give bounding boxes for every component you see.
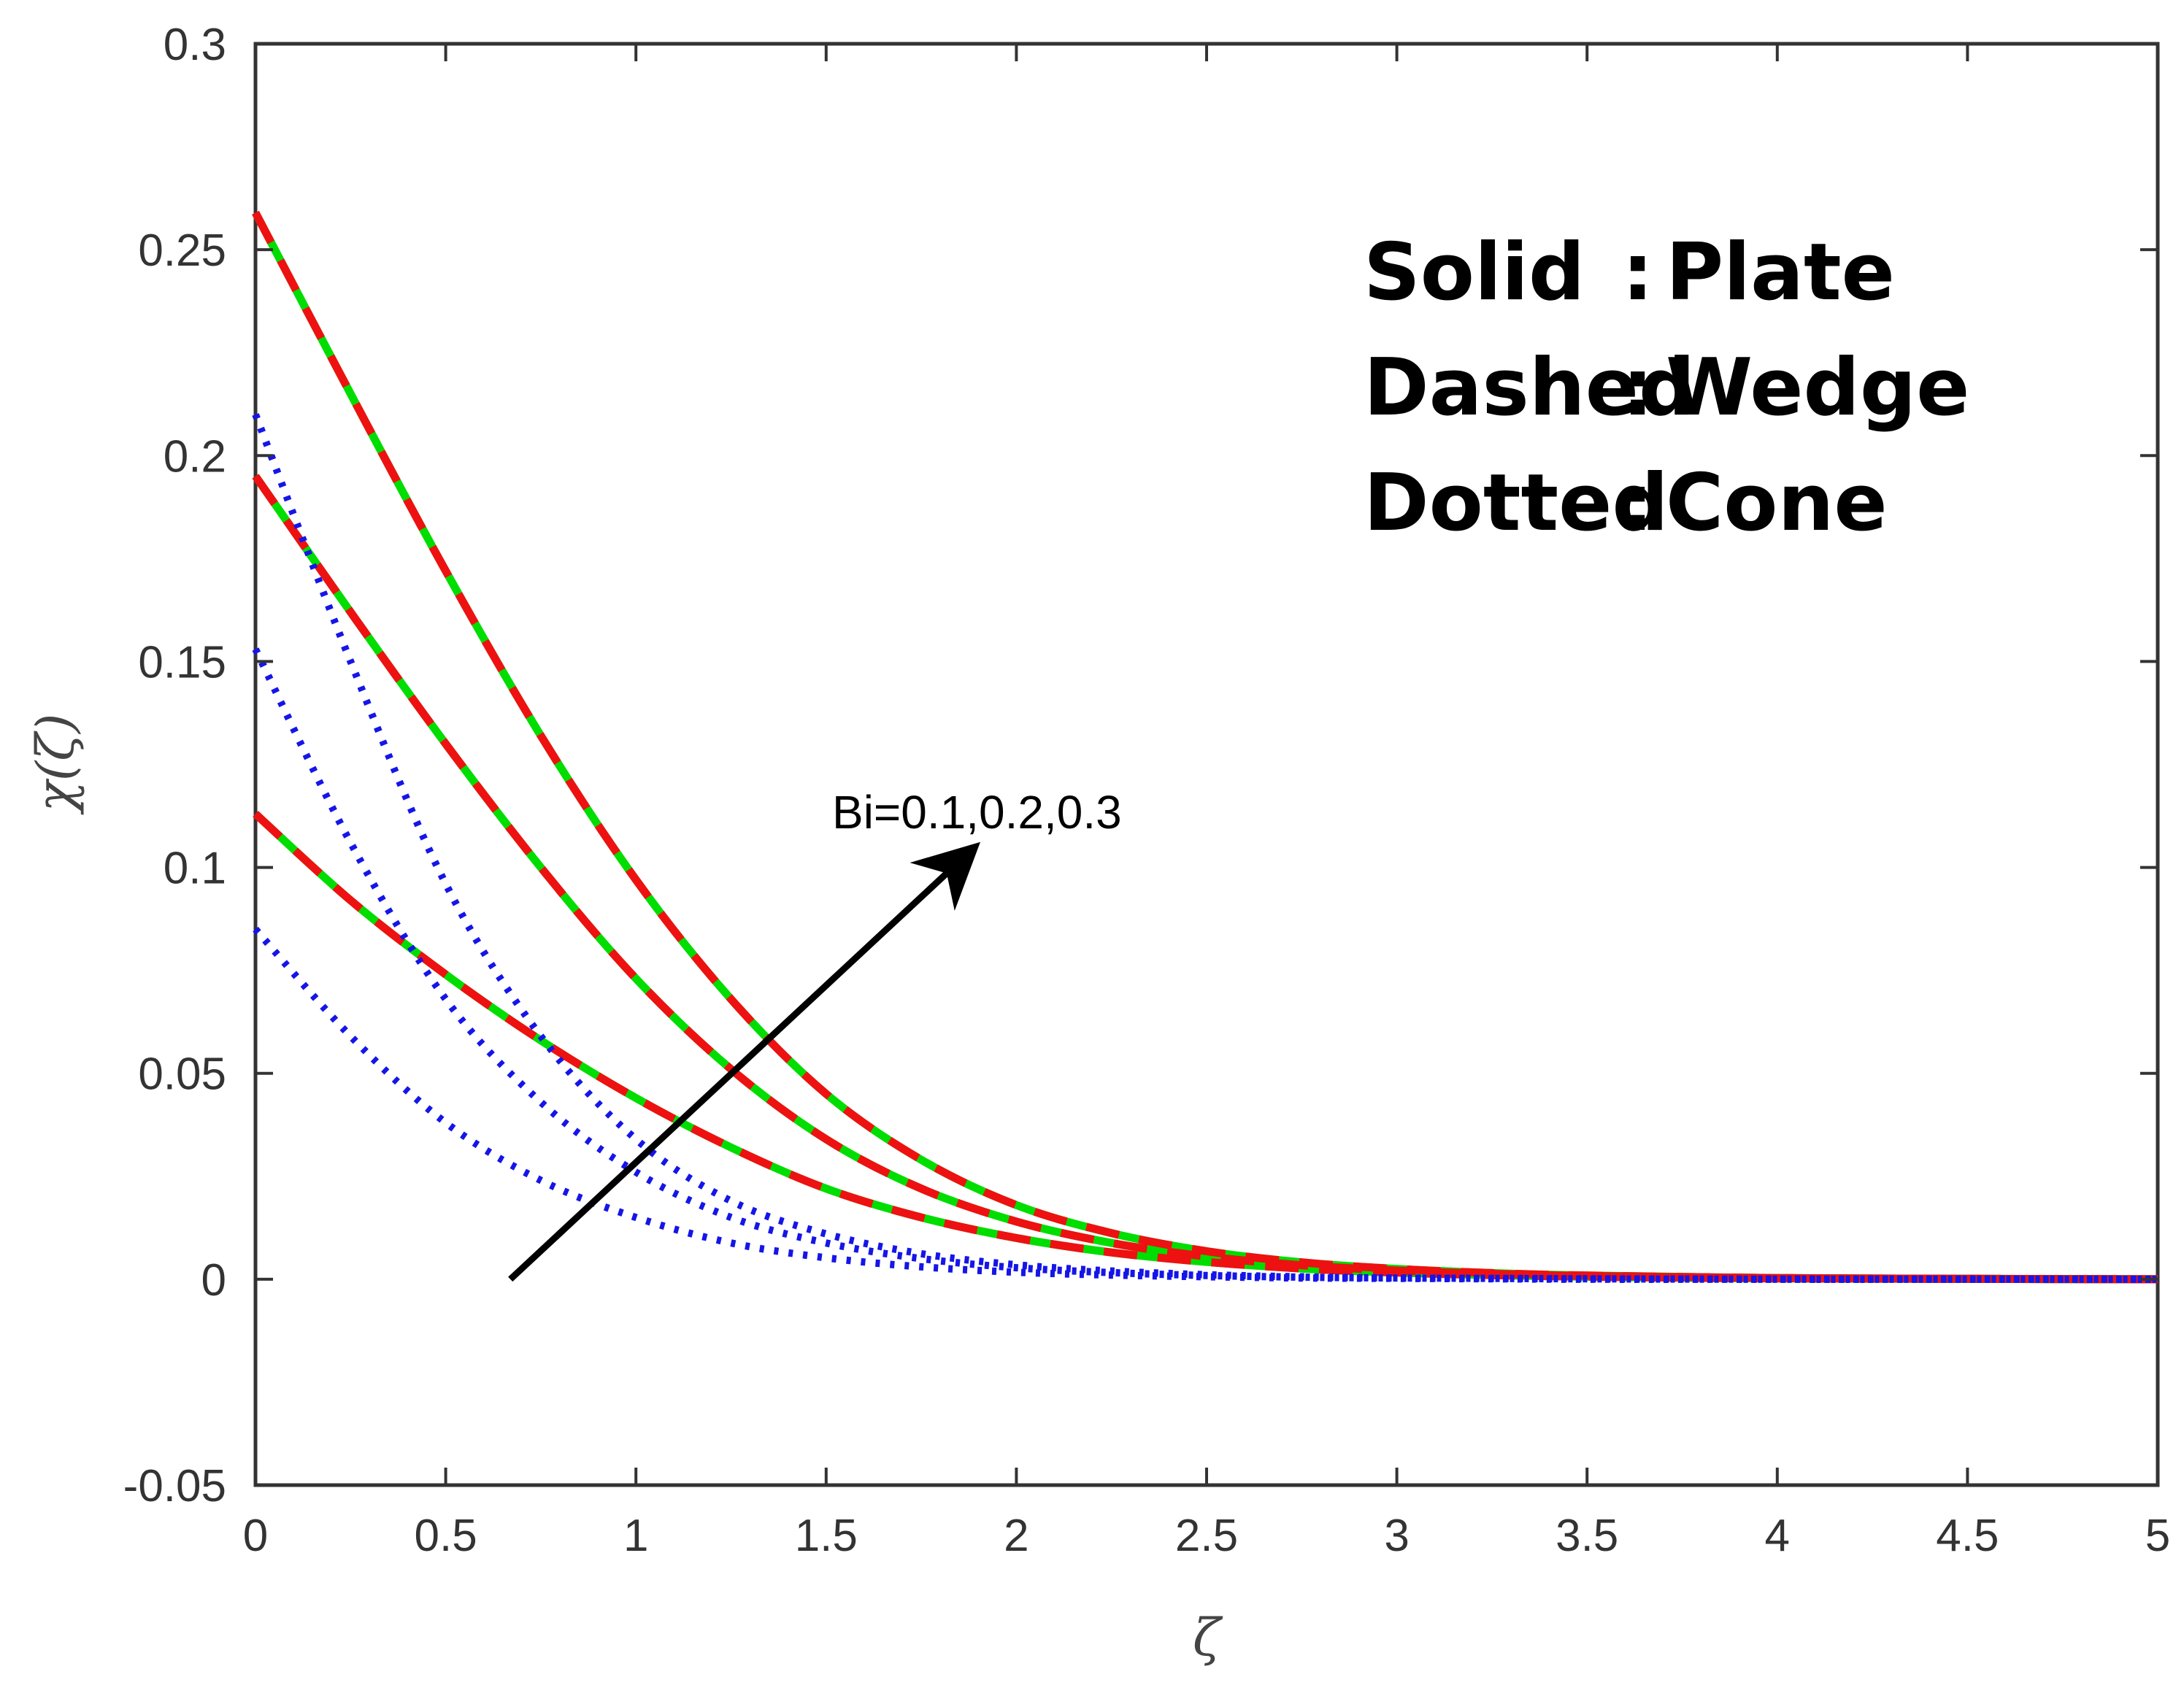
legend-separator-3: :	[1622, 458, 1653, 549]
y-tick-label: 0.05	[138, 1049, 226, 1100]
x-tick-label: 4.5	[1936, 1511, 1999, 1561]
x-tick-label: 2.5	[1175, 1511, 1238, 1561]
y-tick-label: 0.3	[164, 20, 226, 70]
x-tick-label: 1	[623, 1511, 648, 1561]
x-tick-label: 3	[1384, 1511, 1409, 1561]
legend-label-3: Cone	[1666, 458, 1888, 549]
x-tick-label: 5	[2145, 1511, 2170, 1561]
legend-separator-1: :	[1622, 227, 1653, 318]
x-tick-label: 0.5	[414, 1511, 477, 1561]
y-tick-label: 0.15	[138, 637, 226, 687]
y-tick-label: 0.2	[164, 431, 226, 482]
x-tick-label: 1.5	[795, 1511, 858, 1561]
y-tick-label: 0.1	[164, 844, 226, 894]
legend-label-2: Wedge	[1666, 342, 1969, 433]
x-axis-label: ζ	[1193, 1608, 1223, 1668]
series-line-dotted-1	[253, 926, 2158, 1283]
series-layer	[252, 210, 2158, 1284]
legend-style-2: Dashed	[1364, 342, 1695, 433]
x-tick-label: 3.5	[1556, 1511, 1618, 1561]
legend-label-1: Plate	[1666, 227, 1895, 318]
legend-style-3: Dotted	[1364, 458, 1669, 549]
annotation: Bi=0.1,0.2,0.3	[508, 786, 1122, 1282]
x-tick-label: 0	[243, 1511, 268, 1561]
y-axis-label: χ(ζ)	[26, 714, 85, 816]
y-tick-label: -0.05	[123, 1461, 226, 1511]
plot-area	[253, 42, 2160, 1487]
x-tick-label: 4	[1765, 1511, 1790, 1561]
legend-separator-2: :	[1622, 342, 1653, 433]
legend-style-1: Solid	[1364, 227, 1585, 318]
ticks-layer: 0 0.5 1 1.5 2 2.5 3 3.5 4 4.5 5 -0.05 0 0.05 0.1 0.15 0.…	[123, 20, 2171, 1561]
x-tick-label: 2	[1004, 1511, 1028, 1561]
annotation-arrow	[508, 841, 981, 1282]
series-line-dotted-3	[252, 413, 2158, 1283]
y-tick-label: 0	[201, 1255, 226, 1306]
annotation-label: Bi=0.1,0.2,0.3	[832, 786, 1122, 839]
y-tick-label: 0.25	[138, 226, 226, 276]
